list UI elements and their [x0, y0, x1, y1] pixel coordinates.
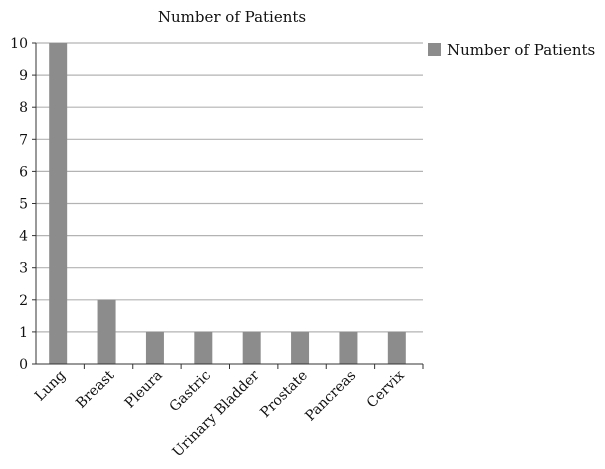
y-tick-label: 6: [19, 164, 28, 180]
y-tick-label: 2: [19, 293, 28, 309]
bars: [49, 43, 406, 364]
y-tick-label: 0: [19, 357, 28, 373]
y-axis-ticks: 0 1 2 3 4 5 6 7 8 9 10: [10, 36, 37, 373]
x-tick-label: Pleura: [122, 368, 166, 412]
y-tick-label: 9: [19, 68, 28, 84]
y-tick-label: 7: [19, 132, 28, 148]
bar-cervix: [387, 331, 406, 364]
gridlines: [36, 42, 423, 333]
legend-label: Number of Patients: [447, 41, 595, 59]
bar-gastric: [194, 331, 213, 364]
x-tick-label: Cervix: [364, 367, 408, 411]
bar-pleura: [145, 331, 164, 364]
y-tick-label: 5: [19, 197, 28, 213]
bar-breast: [97, 299, 116, 364]
bar-prostate: [291, 331, 310, 364]
bar-pancreas: [339, 331, 358, 364]
x-tick-label: Breast: [73, 367, 117, 411]
legend: Number of Patients: [428, 41, 595, 59]
y-tick-label: 4: [19, 229, 28, 245]
x-tick-label: Pancreas: [302, 368, 359, 425]
y-tick-label: 8: [19, 100, 28, 116]
x-tick-label: Urinary Bladder: [170, 367, 263, 460]
y-tick-label: 1: [19, 325, 28, 341]
chart-title: Number of Patients: [158, 8, 306, 26]
y-tick-label: 10: [10, 36, 28, 52]
x-tick-label: Gastric: [167, 367, 215, 415]
bar-lung: [49, 43, 68, 364]
y-tick-label: 3: [19, 261, 28, 277]
legend-swatch: [428, 43, 441, 56]
x-tick-label: Lung: [32, 367, 69, 404]
bar-urinary-bladder: [242, 331, 261, 364]
